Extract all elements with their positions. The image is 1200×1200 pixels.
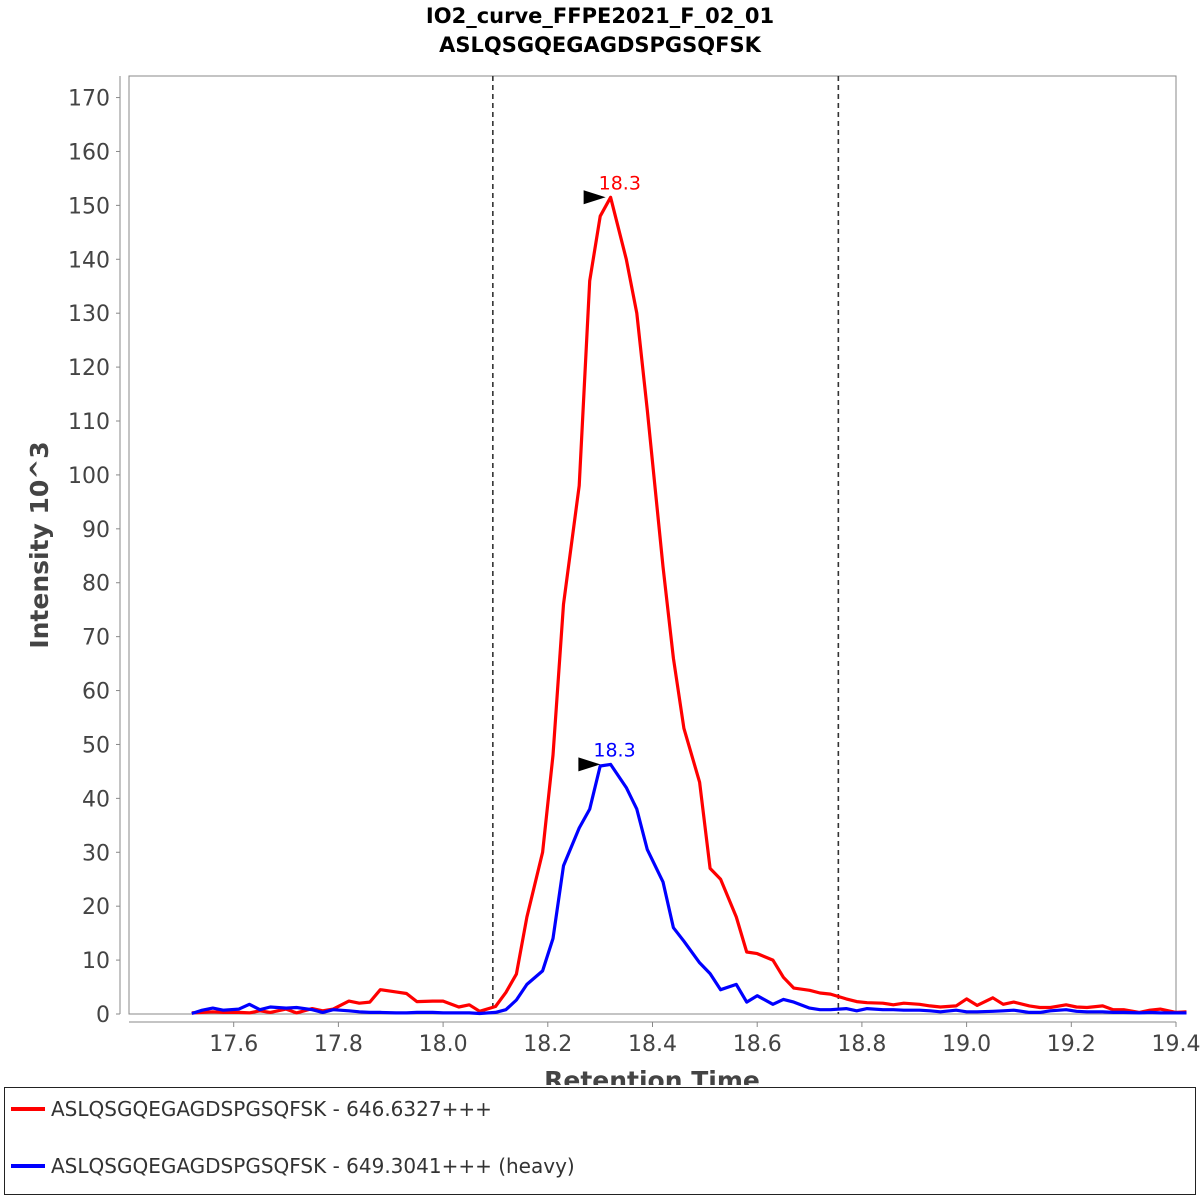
y-tick-label: 20	[82, 895, 110, 920]
x-tick-label: 17.6	[209, 1032, 258, 1057]
y-axis: 0 10 20 30 40 50 60 70 80 90 100 110 120 130 140 150 160…	[68, 76, 121, 1028]
y-tick-label: 120	[68, 356, 110, 381]
x-axis: 17.6 17.8 18.0 18.2 18.4 18.6 18.8 19.0 19.2 19.4	[129, 1021, 1200, 1057]
x-tick-label: 18.4	[628, 1032, 677, 1057]
y-tick-label: 90	[82, 518, 110, 543]
y-tick-label: 40	[82, 787, 110, 812]
x-axis-label: Retention Time	[544, 1066, 760, 1085]
y-tick-label: 30	[82, 841, 110, 866]
plot-area	[128, 75, 1177, 1015]
y-tick-label: 10	[82, 949, 110, 974]
y-tick-label: 140	[68, 248, 110, 273]
y-tick-label: 80	[82, 572, 110, 597]
legend: ASLQSGQEGAGDSPGSQFSK - 646.6327+++ ASLQS…	[4, 1087, 1196, 1195]
peak-annotations: 18.3 18.3	[578, 172, 641, 772]
peak-label: 18.3	[599, 172, 641, 194]
y-tick-label: 110	[68, 410, 110, 435]
y-tick-label: 50	[82, 733, 110, 758]
chromatogram-chart: IO2_curve_FFPE2021_F_02_01 ASLQSGQEGAGDS…	[25, 4, 1200, 1085]
y-tick-label: 160	[68, 140, 110, 165]
y-tick-label: 100	[68, 464, 110, 489]
x-tick-label: 18.2	[523, 1032, 572, 1057]
x-tick-label: 19.0	[942, 1032, 991, 1057]
y-tick-label: 60	[82, 680, 110, 705]
x-tick-label: 19.2	[1047, 1032, 1096, 1057]
x-tick-label: 18.6	[733, 1032, 782, 1057]
series-line-light	[191, 195, 1187, 1015]
legend-item: ASLQSGQEGAGDSPGSQFSK - 649.3041+++ (heav…	[11, 1151, 575, 1181]
chart-title: IO2_curve_FFPE2021_F_02_01	[426, 4, 774, 28]
y-tick-label: 170	[68, 87, 110, 112]
y-axis-label: Intensity 10^3	[25, 441, 54, 648]
x-tick-label: 18.8	[837, 1032, 886, 1057]
x-tick-label: 18.0	[419, 1032, 468, 1057]
legend-item: ASLQSGQEGAGDSPGSQFSK - 646.6327+++	[11, 1094, 492, 1124]
legend-swatch-heavy	[11, 1164, 45, 1168]
chart-subtitle: ASLQSGQEGAGDSPGSQFSK	[439, 33, 762, 57]
legend-swatch-light	[11, 1107, 45, 1111]
series-layer	[191, 195, 1187, 1016]
x-tick-label: 19.4	[1152, 1032, 1200, 1057]
x-tick-label: 17.8	[314, 1032, 363, 1057]
y-tick-label: 70	[82, 626, 110, 651]
legend-label-light: ASLQSGQEGAGDSPGSQFSK - 646.6327+++	[51, 1097, 492, 1121]
y-tick-label: 130	[68, 302, 110, 327]
peak-label: 18.3	[593, 739, 635, 761]
y-tick-label: 0	[96, 1003, 110, 1028]
peak-marker-arrow	[583, 190, 606, 205]
y-tick-label: 150	[68, 194, 110, 219]
peak-marker-arrow	[578, 757, 601, 772]
legend-label-heavy: ASLQSGQEGAGDSPGSQFSK - 649.3041+++ (heav…	[51, 1154, 575, 1178]
integration-boundaries	[492, 76, 840, 1014]
series-line-heavy	[191, 762, 1187, 1016]
